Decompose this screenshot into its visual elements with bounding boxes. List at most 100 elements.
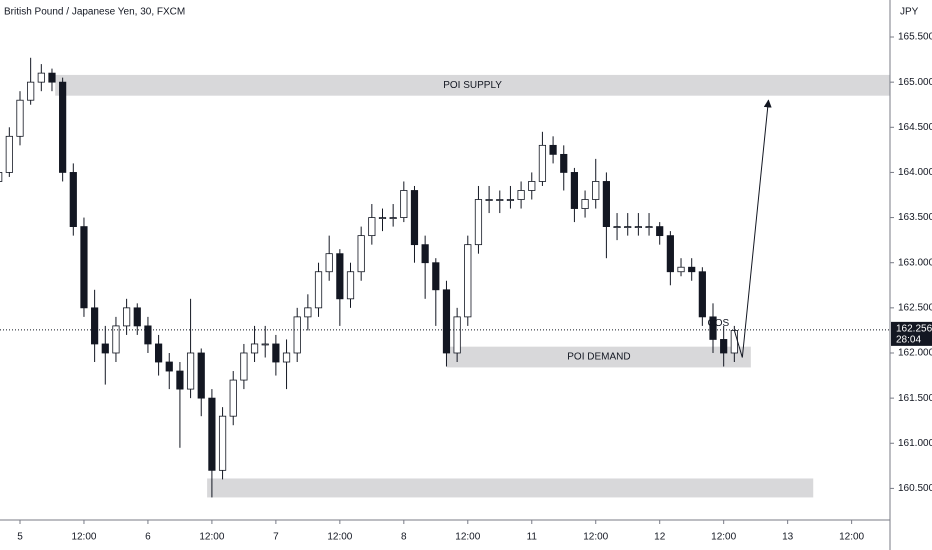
zone (55, 74, 890, 96)
candle-body (389, 217, 397, 219)
candle-body (666, 235, 674, 273)
candle-body (314, 271, 323, 309)
y-tick-label: 162.000 (898, 348, 932, 359)
x-tick-label: 12:00 (711, 532, 736, 543)
candle-body (592, 181, 600, 200)
candle-body (165, 361, 173, 372)
x-tick-label: 8 (401, 532, 407, 543)
projection-arrow (733, 99, 772, 358)
y-tick-label: 162.500 (898, 302, 932, 313)
y-tick-label: 164.000 (898, 167, 932, 178)
candle-body (698, 271, 706, 318)
candle-body (538, 144, 547, 182)
candle-body (197, 352, 205, 399)
y-tick-label: 165.500 (898, 32, 932, 43)
x-tick-label: 5 (17, 532, 23, 543)
candle-body (368, 217, 376, 237)
y-tick-label: 160.500 (898, 483, 932, 494)
candle-body (453, 316, 461, 354)
candle-body (528, 181, 536, 191)
x-tick-label: 12:00 (839, 532, 864, 543)
annotation: COS (708, 318, 730, 329)
zones: POI SUPPLY POI DEMAND (55, 74, 890, 498)
candle-body (570, 172, 579, 209)
candle-body (325, 253, 333, 273)
candle-body (549, 144, 557, 155)
candle-body (496, 199, 504, 201)
candle-body (144, 325, 152, 345)
candle-body (69, 172, 77, 227)
zone (207, 478, 814, 498)
candle-body (581, 199, 589, 209)
x-tick-label: 12:00 (583, 532, 608, 543)
candle-body (59, 81, 67, 173)
candle-body (730, 330, 738, 354)
candle-body (624, 226, 632, 228)
candle-body (218, 415, 227, 471)
y-tick-label: 165.000 (898, 77, 932, 88)
candle-body (282, 352, 291, 363)
candle-body (410, 190, 419, 246)
y-tick-label: 161.000 (898, 438, 932, 449)
candle-body (304, 307, 312, 318)
candle-body (560, 153, 568, 173)
candle-body (176, 370, 184, 390)
candles (0, 57, 738, 498)
x-tick-label: 6 (145, 532, 151, 543)
candle-body (485, 199, 493, 201)
candle-body (186, 352, 195, 390)
candle-body (154, 343, 163, 363)
y-tick-label: 163.000 (898, 257, 932, 268)
candle-body (229, 379, 237, 417)
x-tick-label: 13 (782, 532, 794, 543)
candle-body (208, 397, 216, 471)
candle-body (613, 226, 621, 228)
last-price-label: 162.256 (896, 324, 932, 335)
zone (446, 346, 751, 368)
candle-body (250, 343, 259, 354)
x-tick-label: 7 (273, 532, 279, 543)
candle-body (634, 226, 642, 228)
candle-body (101, 343, 109, 354)
candle-body (27, 81, 35, 101)
candle-body (442, 289, 451, 354)
x-tick-label: 12:00 (71, 532, 96, 543)
candle-body (709, 316, 717, 340)
countdown-label: 28:04 (896, 335, 921, 346)
candle-body (0, 172, 3, 182)
candle-body (293, 316, 301, 354)
zone-label: POI SUPPLY (443, 80, 502, 91)
x-tick-label: 12:00 (199, 532, 224, 543)
candle-body (357, 235, 365, 273)
candle-body (464, 244, 472, 318)
candle-body (240, 352, 248, 381)
candle-body (37, 72, 45, 83)
candle-body (48, 72, 56, 83)
candle-body (346, 271, 355, 300)
x-tick-label: 12:00 (455, 532, 480, 543)
candle-body (474, 199, 483, 246)
candle-body (133, 307, 141, 327)
candle-body (400, 190, 408, 218)
candle-body (432, 262, 440, 291)
zone-label: POI DEMAND (567, 352, 630, 363)
x-tick-label: 12:00 (327, 532, 352, 543)
x-tick-label: 12 (654, 532, 666, 543)
candle-body (336, 253, 344, 300)
candle-body (80, 226, 88, 309)
chart-title: British Pound / Japanese Yen, 30, FXCM (4, 7, 185, 18)
candle-body (688, 266, 696, 273)
candle-body (517, 190, 525, 200)
candle-body (123, 307, 131, 327)
candle-body (16, 99, 24, 137)
candle-body (602, 181, 610, 227)
y-tick-label: 164.500 (898, 122, 932, 133)
candle-body (421, 244, 429, 264)
candle-body (378, 217, 387, 219)
candle-body (720, 339, 728, 354)
currency-label: JPY (900, 7, 919, 18)
candle-body (645, 226, 653, 228)
candle-body (261, 343, 269, 346)
